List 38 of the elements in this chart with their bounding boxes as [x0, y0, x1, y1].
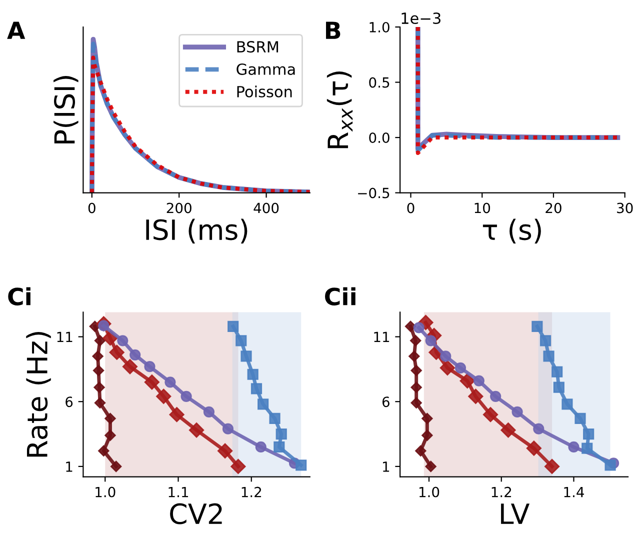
y-tick-label: 0.5 — [369, 77, 390, 88]
x-tick-label: 400 — [254, 202, 279, 214]
x-tick-label: 0 — [407, 202, 414, 214]
x-tick-label: 1.1 — [168, 486, 188, 498]
x-axis-title: CV2 — [170, 503, 222, 524]
x-tick-label: 200 — [166, 202, 192, 214]
x-tick-label: 1.0 — [96, 486, 116, 498]
x-tick-label: 1.0 — [419, 486, 440, 498]
y-tick-label: 6 — [66, 396, 73, 408]
x-tick-label: 10 — [474, 202, 490, 214]
y-tick-label: 6 — [382, 396, 390, 408]
y-axis-title: Rate (Hz) — [26, 332, 51, 457]
x-tick-label: 20 — [546, 202, 562, 214]
x-axis-title: τ (s) — [482, 218, 541, 244]
y-tick-label: 11 — [374, 332, 390, 342]
chart-title: A — [7, 22, 26, 39]
x-tick-label: 30 — [617, 202, 633, 214]
text: 1e−3 — [402, 12, 440, 24]
legend-label: Gamma — [236, 63, 295, 75]
legend-label: BSRM — [237, 41, 278, 53]
y-tick-label: 1.0 — [370, 22, 390, 32]
x-axis-title: LV — [501, 504, 530, 524]
x-tick-label: 1.4 — [564, 486, 584, 498]
legend-label: Poisson — [237, 86, 292, 98]
y-tick-label: 11 — [57, 332, 72, 342]
chart-title: B — [326, 22, 340, 39]
chart-title: Ci — [8, 287, 30, 306]
x-axis-title: ISI (ms) — [146, 218, 248, 244]
y-tick-label: 1 — [66, 462, 72, 472]
y-tick-label: −0.5 — [358, 188, 390, 198]
chart-title: Cii — [325, 287, 356, 306]
x-tick-label: 0 — [88, 202, 96, 214]
y-tick-label: 0.0 — [369, 132, 390, 143]
x-tick-label: 1.2 — [242, 486, 262, 498]
y-axis-title: P(ISI) — [54, 76, 78, 144]
y-axis-title: R$_{xx}$(τ) — [326, 72, 353, 148]
y-tick-label: 1 — [383, 462, 390, 472]
x-tick-label: 1.2 — [492, 486, 512, 498]
